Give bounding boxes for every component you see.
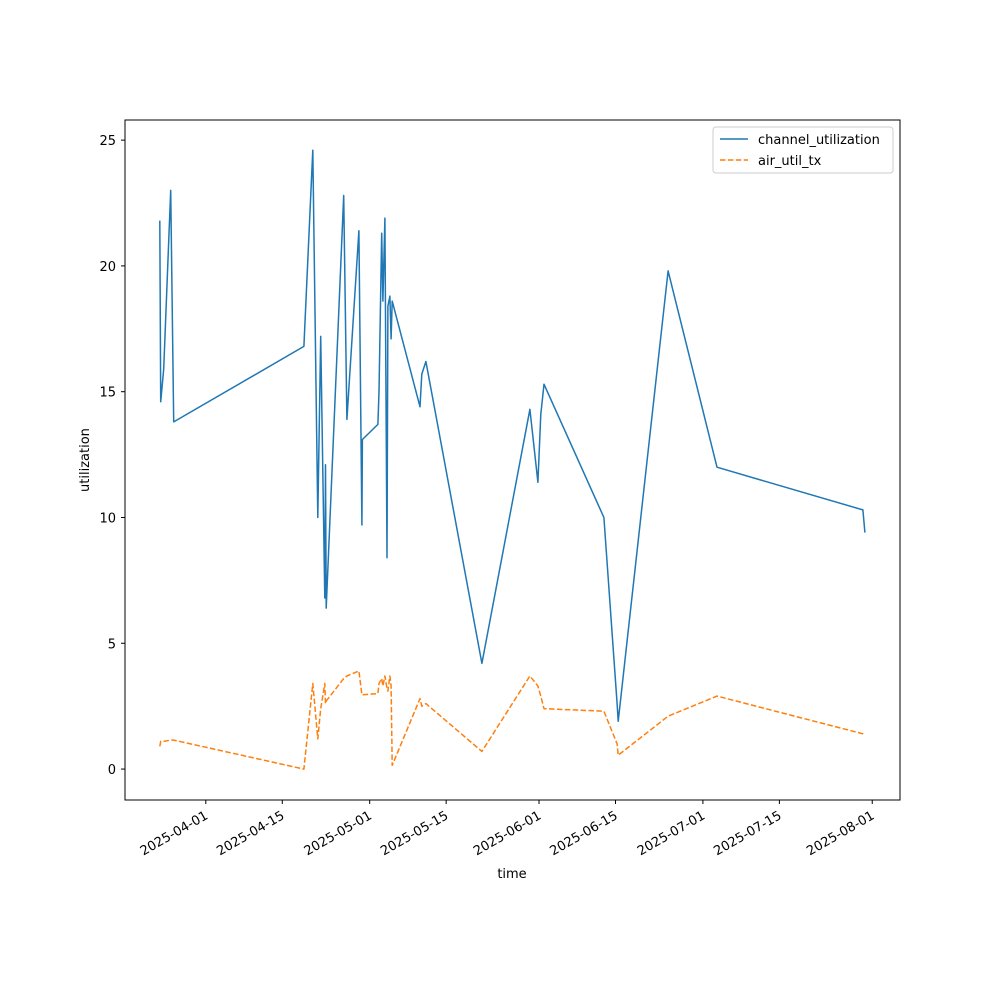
- legend-label-air-util-tx: air_util_tx: [758, 154, 822, 169]
- y-axis: 0 5 10 15 20 25: [99, 134, 125, 778]
- x-tick-label: 2025-06-15: [548, 808, 621, 859]
- y-tick-label: 20: [99, 260, 116, 275]
- x-tick-label: 2025-05-01: [302, 808, 375, 859]
- x-tick-label: 2025-08-01: [804, 808, 877, 859]
- y-axis-label: utilization: [78, 428, 93, 492]
- series-layer: [159, 149, 866, 770]
- y-tick-label: 10: [99, 511, 116, 526]
- x-tick-label: 2025-05-15: [378, 808, 451, 859]
- legend: channel_utilization air_util_tx: [712, 126, 894, 174]
- y-tick-label: 5: [108, 637, 116, 652]
- x-tick-label: 2025-07-01: [635, 808, 708, 859]
- x-tick-label: 2025-07-15: [711, 808, 784, 859]
- legend-label-channel-utilization: channel_utilization: [758, 133, 880, 148]
- y-tick-label: 25: [99, 134, 116, 149]
- axes-frame: [124, 119, 901, 801]
- series-line-channel-utilization: [159, 149, 866, 723]
- x-tick-label: 2025-06-01: [471, 808, 544, 859]
- legend-frame: [712, 126, 894, 174]
- x-axis: 2025-04-01 2025-04-15 2025-05-01 2025-05-15…: [138, 800, 877, 859]
- x-tick-label: 2025-04-15: [214, 808, 287, 859]
- x-axis-label: time: [497, 867, 526, 882]
- y-tick-label: 15: [99, 386, 116, 401]
- series-line-air-util-tx: [159, 670, 866, 770]
- y-tick-label: 0: [108, 763, 116, 778]
- x-tick-label: 2025-04-01: [138, 808, 211, 859]
